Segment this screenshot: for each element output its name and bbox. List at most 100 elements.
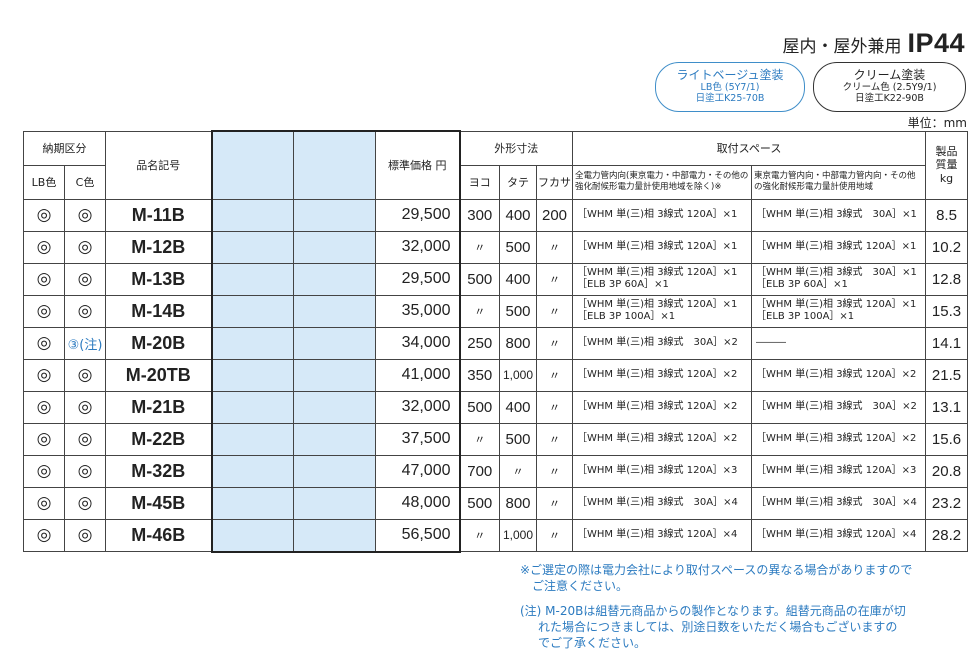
width-value: 300 [459, 198, 500, 232]
height-value: 500 [499, 294, 537, 328]
standard-price: 34,000 [375, 326, 461, 360]
width-header: ヨコ [459, 164, 500, 200]
standard-price: 29,500 [375, 198, 461, 232]
lb-availability: ◎ [23, 390, 65, 424]
weight-value: 14.1 [925, 326, 968, 360]
lb-availability: ◎ [23, 326, 65, 360]
highlight-cell [293, 486, 376, 520]
space-line: ［WHM 単(三)相 3線式 120A］×3 [577, 464, 738, 476]
depth-value: 〃 [536, 262, 573, 296]
highlight-header-cell [293, 130, 376, 200]
table-row: ◎ ◎ M-11B 29,500 300 400 200 ［WHM 単(三)相 3線式 120… [23, 198, 968, 232]
highlight-cell [210, 262, 294, 296]
space-tepco-chubu: ［WHM 単(三)相 3線式 30A］×1 ［ELB 3P 60A］×1 [751, 262, 926, 296]
lb-availability: ◎ [23, 422, 65, 456]
c-availability: ◎ [64, 454, 106, 488]
c-availability: ◎ [64, 262, 106, 296]
highlight-cell [293, 454, 376, 488]
space-all-areas: ［WHM 単(三)相 3線式 120A］×3 [572, 454, 752, 488]
space-line: ［WHM 単(三)相 3線式 120A］×1 [577, 298, 738, 310]
table-row: ◎ ◎ M-46B 56,500 〃 1,000 〃 ［WHM 単(三)相 3線式 120A］… [23, 518, 968, 553]
highlight-cell [293, 518, 376, 553]
weight-value: 8.5 [925, 198, 968, 232]
note-selection: ※ご選定の際は電力会社により取付スペースの異なる場合がありますので [520, 563, 913, 577]
space-line: ［WHM 単(三)相 3線式 30A］×2 [756, 400, 917, 412]
model-code: M-20B [105, 326, 212, 360]
c-availability: ③(注) [64, 326, 106, 360]
space-line: ［WHM 単(三)相 3線式 30A］×1 [756, 266, 917, 278]
space-line: ――― [756, 336, 786, 348]
height-header: タテ [499, 164, 537, 200]
width-value: 〃 [459, 230, 500, 264]
lb-color-header: LB色 [23, 164, 65, 200]
space-all-areas: ［WHM 単(三)相 3線式 120A］×1 [572, 198, 752, 232]
standard-price: 56,500 [375, 518, 461, 553]
highlight-header-cell [210, 130, 294, 200]
depth-value: 〃 [536, 390, 573, 424]
space-tepco-chubu: ［WHM 単(三)相 3線式 120A］×1 [751, 230, 926, 264]
note-m20b-cont: れた場合につきましては、別途日数をいただく場合もございますの [538, 620, 898, 634]
lb-availability: ◎ [23, 294, 65, 328]
c-availability: ◎ [64, 422, 106, 456]
finish-name: クリーム塗装 [853, 68, 926, 83]
model-header: 品名記号 [105, 130, 212, 200]
table-row: ◎ ◎ M-13B 29,500 500 400 〃 ［WHM 単(三)相 3線式 120A］… [23, 262, 968, 296]
weight-header-label: 製品質量 [935, 145, 958, 172]
highlight-cell [210, 198, 294, 232]
product-spec-table: 納期区分 品名記号 標準価格 円 外形寸法 取付スペース 製品質量 kg LB色… [23, 130, 968, 553]
space-line: ［ELB 3P 100A］×1 [756, 311, 855, 322]
width-value: 250 [459, 326, 500, 360]
space-line: ［WHM 単(三)相 3線式 120A］×2 [577, 432, 738, 444]
space-line: ［WHM 単(三)相 3線式 120A］×2 [756, 368, 917, 380]
height-value: 1,000 [499, 518, 537, 552]
model-code: M-32B [105, 454, 212, 488]
finish-name: ライトベージュ塗装 [676, 68, 784, 83]
standard-price: 48,000 [375, 486, 461, 520]
finish-badge-cream: クリーム塗装 クリーム色 (2.5Y9/1) 日塗工K22-90B [813, 62, 966, 112]
depth-value: 〃 [536, 358, 573, 392]
space-tepco-chubu: ［WHM 単(三)相 3線式 30A］×2 [751, 390, 926, 424]
weight-value: 15.3 [925, 294, 968, 328]
height-value: 500 [499, 422, 537, 456]
height-value: 400 [499, 390, 537, 424]
depth-value: 〃 [536, 294, 573, 328]
space-all-areas: ［WHM 単(三)相 3線式 120A］×2 [572, 358, 752, 392]
standard-price: 29,500 [375, 262, 461, 296]
highlight-cell [293, 230, 376, 264]
model-code: M-14B [105, 294, 212, 328]
width-value: 500 [459, 390, 500, 424]
space-all-areas: ［WHM 単(三)相 3線式 120A］×2 [572, 390, 752, 424]
space-tepco-chubu: ［WHM 単(三)相 3線式 120A］×1 ［ELB 3P 100A］×1 [751, 294, 926, 328]
space-line: ［WHM 単(三)相 3線式 120A］×1 [756, 298, 917, 310]
width-value: 〃 [459, 518, 500, 552]
model-code: M-20TB [105, 358, 212, 392]
weight-value: 15.6 [925, 422, 968, 456]
space-line: ［WHM 単(三)相 3線式 120A］×4 [756, 529, 917, 540]
space-all-areas-header: 全電力管内向(東京電力・中部電力・その他の強化耐候形電力量計使用地域を除く)※ [572, 164, 752, 200]
width-value: 500 [459, 486, 500, 520]
note-m20b-cont: でご了承ください。 [538, 636, 647, 650]
lb-availability: ◎ [23, 518, 65, 552]
lb-availability: ◎ [23, 454, 65, 488]
space-all-areas: ［WHM 単(三)相 3線式 120A］×1 [572, 230, 752, 264]
highlight-cell [293, 358, 376, 392]
highlight-cell [210, 518, 294, 553]
space-line: ［WHM 単(三)相 3線式 120A］×2 [577, 400, 738, 412]
space-line: ［WHM 単(三)相 3線式 30A］×1 [756, 208, 917, 220]
height-value: 800 [499, 486, 537, 520]
depth-value: 〃 [536, 486, 573, 520]
model-code: M-21B [105, 390, 212, 424]
dimensions-header: 外形寸法 [459, 130, 573, 166]
space-line: ［ELB 3P 60A］×1 [577, 279, 669, 290]
table-row: ◎ ◎ M-14B 35,000 〃 500 〃 ［WHM 単(三)相 3線式 120A］×1… [23, 294, 968, 328]
space-tepco-chubu: ［WHM 単(三)相 3線式 120A］×4 [751, 518, 926, 552]
height-value: 400 [499, 262, 537, 296]
highlight-cell [210, 454, 294, 488]
model-code: M-22B [105, 422, 212, 456]
model-code: M-46B [105, 518, 212, 552]
space-line: ［WHM 単(三)相 3線式 120A］×1 [577, 208, 738, 220]
weight-value: 21.5 [925, 358, 968, 392]
mounting-space-header: 取付スペース [572, 130, 926, 166]
highlight-cell [293, 198, 376, 232]
space-tepco-chubu: ――― [751, 326, 926, 360]
